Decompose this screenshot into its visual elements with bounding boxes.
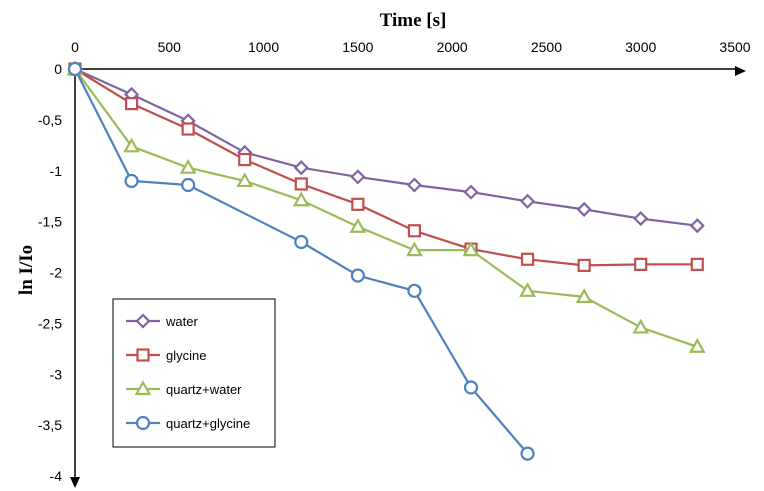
circle-marker <box>463 380 479 395</box>
square-marker <box>577 258 591 272</box>
square-marker <box>124 96 139 111</box>
x-tick-label: 500 <box>158 39 182 55</box>
circle-marker <box>67 61 83 77</box>
diamond-marker <box>406 177 422 193</box>
diamond-marker <box>633 211 649 227</box>
triangle-marker <box>575 288 593 304</box>
y-axis-title: ln I/Io <box>16 245 37 295</box>
square-marker <box>690 257 704 271</box>
triangle-marker <box>406 241 423 257</box>
circle-marker <box>294 234 309 250</box>
diamond-marker <box>520 193 536 209</box>
x-axis-title: Time [s] <box>380 10 447 31</box>
circle-marker <box>181 177 196 193</box>
circle-marker <box>350 268 365 283</box>
x-tick-label: 0 <box>71 39 79 55</box>
y-tick-label: -4 <box>50 468 63 484</box>
diamond-marker <box>463 184 479 200</box>
circle-marker <box>520 446 535 461</box>
triangle-marker <box>688 338 706 353</box>
x-tick-label: 3500 <box>719 39 750 55</box>
y-tick-labels: 0 -0,5 -1 -1,5 -2 -2,5 -3 -3,5 -4 <box>38 61 62 484</box>
series-water <box>67 61 705 234</box>
x-axis-arrow <box>735 66 746 76</box>
x-tick-label: 2000 <box>437 39 468 55</box>
square-marker <box>181 122 195 136</box>
legend-label: water <box>165 314 198 329</box>
series-line <box>74 68 698 267</box>
square-marker <box>136 348 150 362</box>
triangle-marker <box>236 172 254 188</box>
diamond-marker <box>689 218 705 234</box>
x-tick-labels: 0 500 1000 1500 2000 2500 3000 3500 <box>71 39 751 55</box>
diamond-marker <box>135 313 151 329</box>
y-tick-label: -2 <box>50 265 63 281</box>
y-tick-label: -3,5 <box>38 417 62 433</box>
triangle-marker <box>462 241 480 257</box>
legend-label: quartz+glycine <box>166 416 250 431</box>
legend-item: quartz+water <box>126 380 242 397</box>
y-axis-arrow <box>70 477 80 488</box>
square-marker <box>520 252 535 266</box>
x-tick-label: 2500 <box>531 39 562 55</box>
y-tick-label: 0 <box>54 61 62 77</box>
axes <box>70 66 746 488</box>
series-layer <box>66 60 706 461</box>
legend-item: water <box>126 313 198 329</box>
legend-item: glycine <box>126 348 206 363</box>
square-marker <box>407 224 422 238</box>
triangle-marker <box>519 282 536 297</box>
series-line <box>74 68 698 348</box>
y-tick-label: -1 <box>50 163 63 179</box>
triangle-marker <box>349 217 367 233</box>
series-quartz-water <box>66 60 706 353</box>
x-tick-label: 1500 <box>342 39 373 55</box>
series-line <box>74 68 529 455</box>
y-tick-label: -0,5 <box>38 112 62 128</box>
diamond-marker <box>293 160 309 176</box>
triangle-marker <box>632 318 650 334</box>
triangle-marker <box>134 380 152 396</box>
y-tick-label: -2,5 <box>38 315 62 331</box>
legend-label: glycine <box>166 348 206 363</box>
x-tick-label: 3000 <box>625 39 656 55</box>
diamond-marker <box>350 169 366 185</box>
square-marker <box>351 197 365 211</box>
series-quartz-glycine <box>67 61 535 461</box>
x-tick-label: 1000 <box>248 39 279 55</box>
triangle-marker <box>179 158 197 174</box>
y-tick-label: -3 <box>50 366 63 382</box>
legend-item: quartz+glycine <box>126 415 250 431</box>
series-glycine <box>68 62 704 272</box>
triangle-marker <box>292 191 310 207</box>
series-line <box>74 67 698 227</box>
diamond-marker <box>576 201 592 217</box>
y-tick-label: -1,5 <box>38 214 62 230</box>
legend: water glycine quartz+water quartz+glycine <box>112 298 276 448</box>
circle-marker <box>407 283 422 298</box>
legend-label: quartz+water <box>166 382 242 397</box>
square-marker <box>294 177 308 191</box>
square-marker <box>238 152 252 167</box>
circle-marker <box>135 415 151 431</box>
square-marker <box>634 257 648 271</box>
triangle-marker <box>123 137 140 153</box>
circle-marker <box>124 173 139 189</box>
